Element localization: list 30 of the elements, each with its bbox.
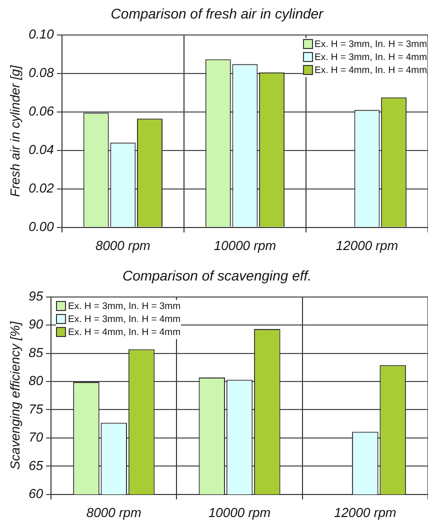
x-tick-label: 10000 rpm: [208, 504, 271, 520]
legend-label: Ex. H = 3mm, In. H = 4mm: [314, 50, 427, 64]
legend-label: Ex. H = 3mm, In. H = 4mm: [68, 312, 180, 326]
y-axis-title: Scavenging efficiency [%]: [7, 321, 22, 470]
y-tick-label: 0.06: [28, 103, 55, 118]
y-tick-label: 0.10: [28, 26, 55, 42]
y-tick-label: 0.02: [28, 180, 55, 196]
y-tick-label: 85: [28, 344, 44, 360]
x-tick-label: 12000 rpm: [336, 238, 398, 253]
legend-label: Ex. H = 3mm, In. H = 3mm: [314, 38, 427, 51]
x-tick-label: 12000 rpm: [334, 504, 396, 520]
legend-label: Ex. H = 4mm, In. H = 4mm: [68, 326, 180, 339]
y-tick-label: 90: [28, 316, 44, 332]
x-tick-label: 10000 rpm: [214, 238, 276, 253]
y-tick-label: 60: [28, 486, 44, 502]
x-tick-label: 8000 rpm: [95, 238, 151, 253]
y-tick-label: 95: [28, 288, 44, 304]
x-tick-label: 8000 rpm: [86, 504, 142, 520]
y-tick-label: 65: [28, 458, 44, 473]
y-tick-label: 0.00: [28, 219, 55, 234]
y-tick-label: 80: [28, 373, 44, 388]
y-tick-label: 75: [28, 401, 44, 416]
y-tick-label: 70: [28, 430, 44, 445]
y-tick-label: 0.04: [28, 142, 54, 157]
y-tick-label: 0.08: [28, 64, 55, 80]
legend-label: Ex. H = 3mm, In. H = 3mm: [68, 300, 180, 313]
chart-title: Comparison of scavenging eff.: [122, 267, 312, 284]
legend-label: Ex. H = 4mm, In. H = 4mm: [314, 64, 427, 77]
chart-title: Comparison of fresh air in cylinder: [110, 5, 325, 22]
y-axis-title: Fresh air in cylinder [g]: [7, 64, 22, 197]
